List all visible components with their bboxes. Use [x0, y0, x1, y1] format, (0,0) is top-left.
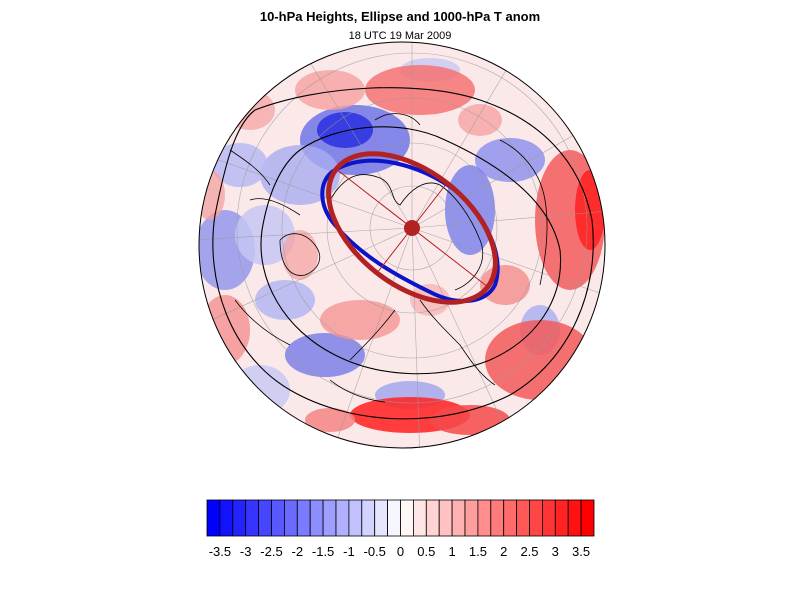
colorbar-tick-label: -2.5 [260, 544, 282, 559]
colorbar-box [232, 499, 247, 537]
globe-outline [198, 41, 606, 449]
colorbar-tick-label: 3 [552, 544, 559, 559]
colorbar-box [348, 499, 363, 537]
colorbar-box [567, 499, 582, 537]
colorbar-box [503, 499, 518, 537]
colorbar-box [245, 499, 259, 537]
colorbar-tick-label: -1 [343, 544, 355, 559]
colorbar-box [296, 499, 311, 537]
colorbar-box [361, 499, 376, 537]
map-subtitle: 18 UTC 19 Mar 2009 [348, 30, 452, 42]
height-contours [212, 87, 594, 420]
colorbar-box [387, 499, 401, 537]
colorbar-box [206, 499, 221, 537]
colorbar-box [554, 499, 569, 537]
colorbar-tick-label: 2 [500, 544, 507, 559]
colorbar-box [580, 499, 595, 537]
colorbar-box [529, 499, 543, 537]
colorbar-box [438, 499, 453, 537]
colorbar-box [542, 499, 556, 537]
colorbar-box [400, 499, 414, 537]
colorbar-box [477, 499, 492, 537]
colorbar-tick-label: -3 [240, 544, 252, 559]
colorbar-tick-label: 3.5 [572, 544, 590, 559]
colorbar-box [271, 499, 285, 537]
map-title: 10-hPa Heights, Ellipse and 1000-hPa T a… [259, 9, 541, 24]
colorbar-tick-label: 1 [448, 544, 455, 559]
colorbar-tick-label: 2.5 [520, 544, 538, 559]
colorbar-box [490, 499, 505, 537]
colorbar-box [309, 499, 324, 537]
colorbar-box [374, 499, 389, 537]
colorbar-tick-label: 1.5 [469, 544, 487, 559]
colorbar-tick-label: -3.5 [209, 544, 231, 559]
colorbar-box [219, 499, 234, 537]
colorbar-box [516, 499, 530, 537]
graticule [199, 42, 605, 448]
colorbar-box [464, 499, 479, 537]
colorbar-box [258, 499, 272, 537]
colorbar-box [412, 499, 427, 537]
colorbar-tick-label: 0 [397, 544, 404, 559]
colorbar-tick-label: 0.5 [417, 544, 435, 559]
ellipse-center-marker [404, 220, 420, 236]
colorbar-tick-label: -1.5 [312, 544, 334, 559]
colorbar-tick-label: -0.5 [363, 544, 385, 559]
colorbar-box [335, 499, 350, 537]
colorbar-box [425, 499, 440, 537]
colorbar-tick-label: -2 [292, 544, 304, 559]
colorbar-box [283, 499, 298, 537]
colorbar-box [451, 499, 466, 537]
coastlines [229, 113, 548, 403]
colorbar-box [322, 499, 337, 537]
